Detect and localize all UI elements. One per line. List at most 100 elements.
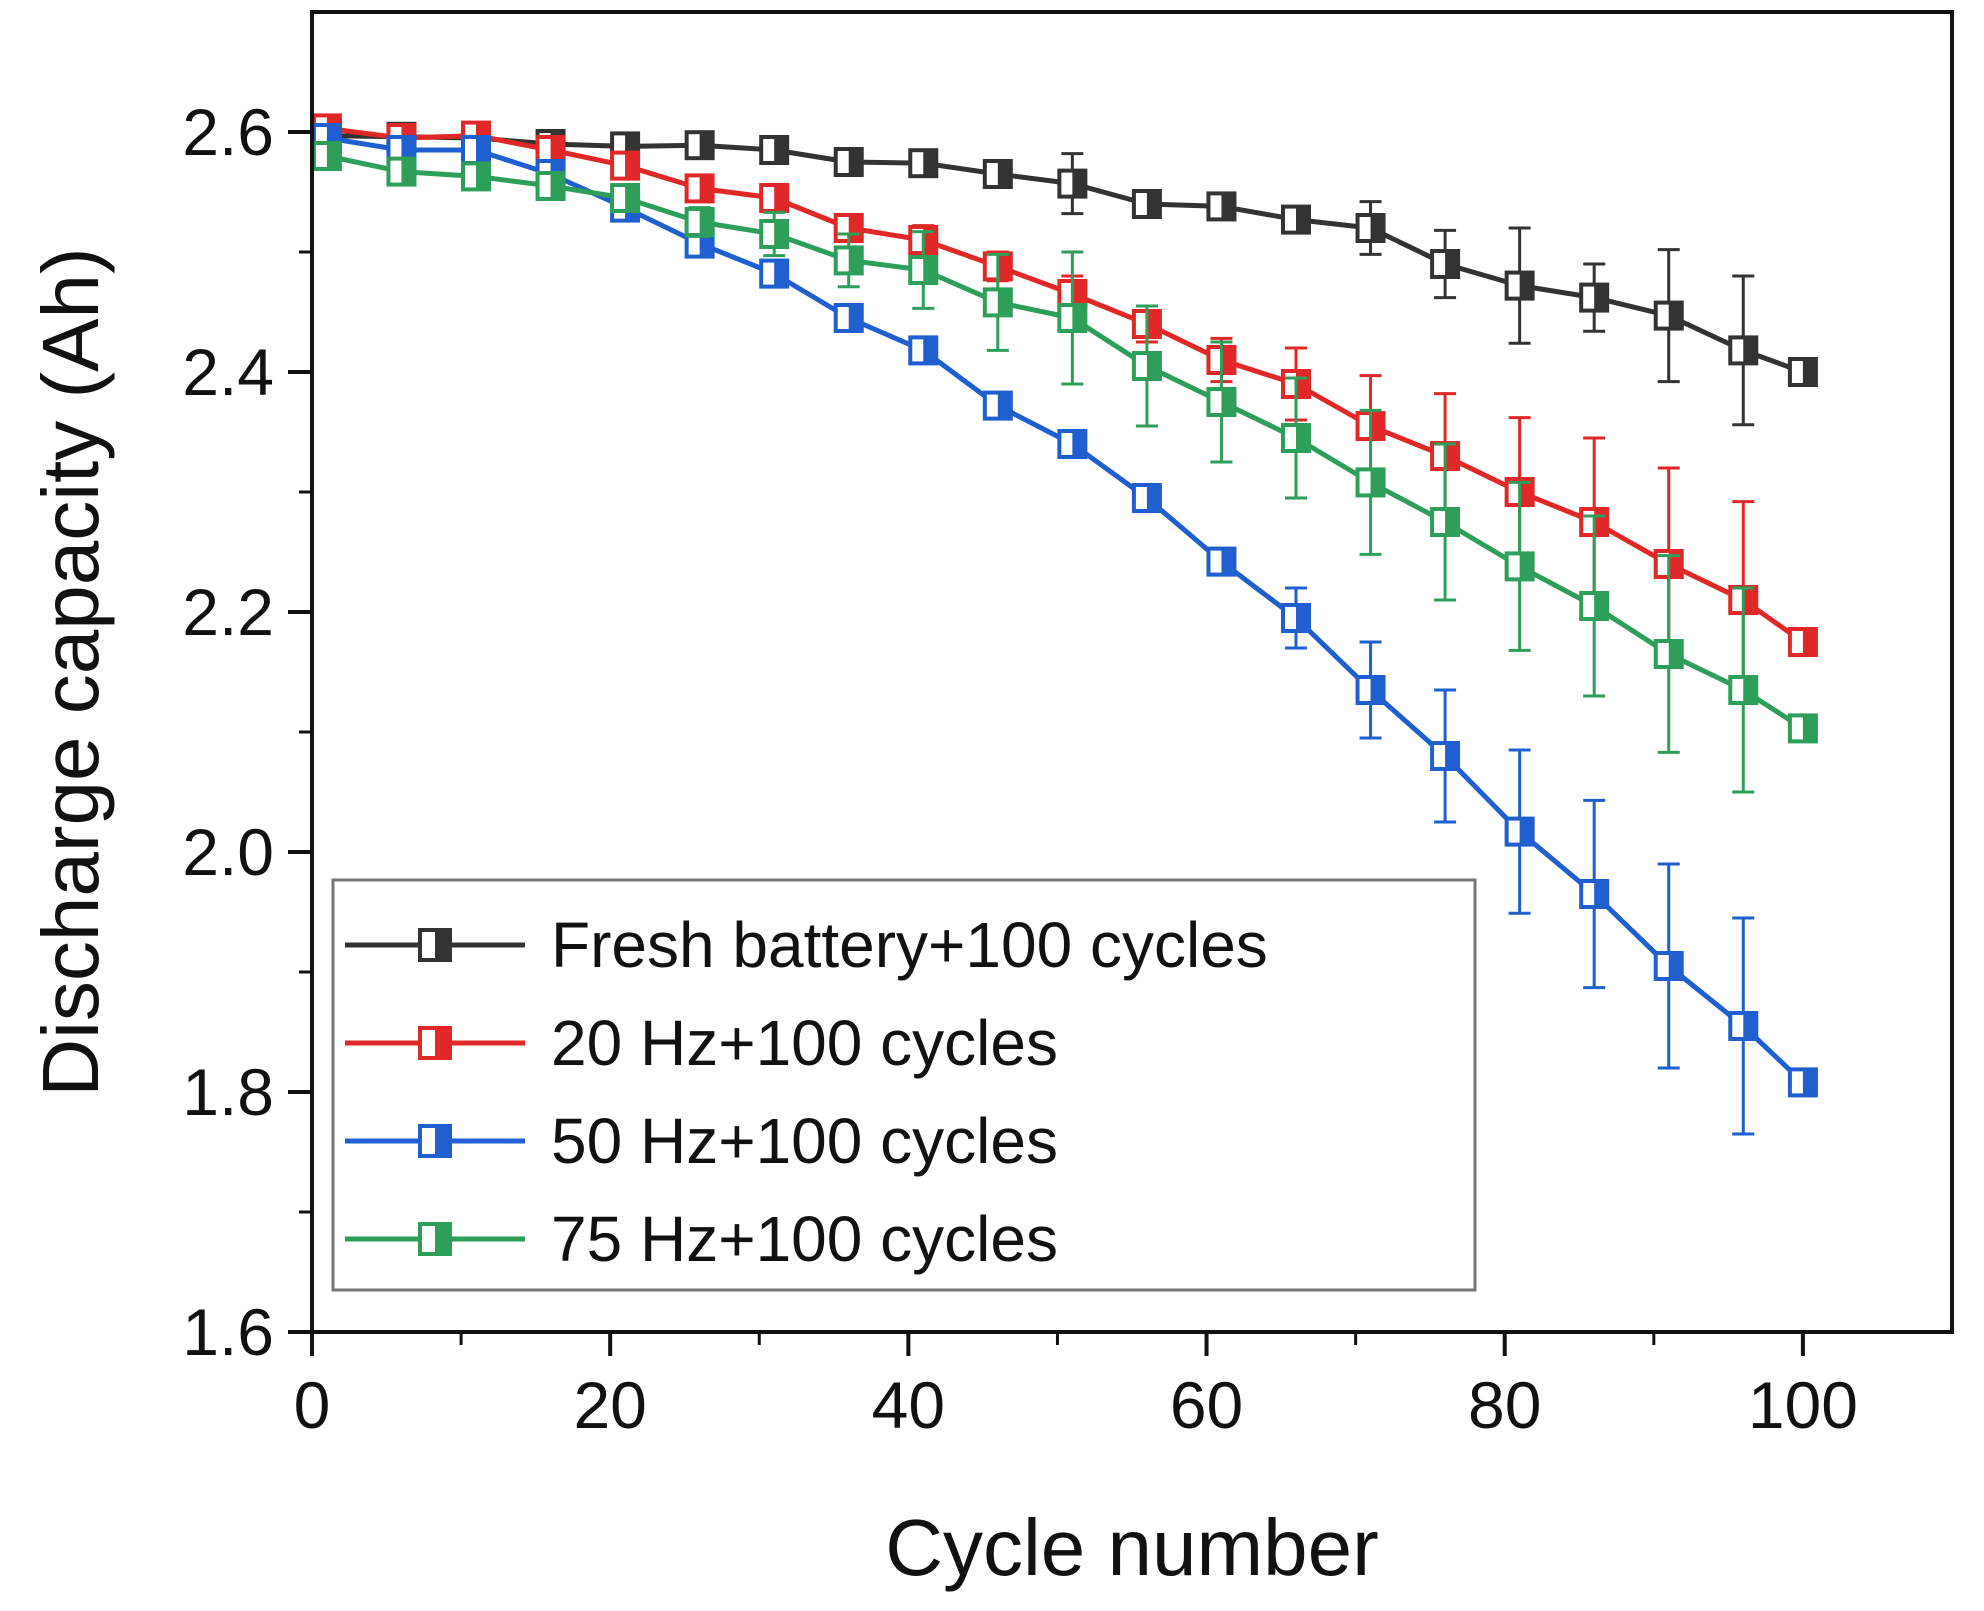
data-point bbox=[833, 245, 864, 276]
marker-fill bbox=[401, 158, 415, 185]
data-point bbox=[1057, 303, 1088, 333]
marker-fill bbox=[435, 1224, 450, 1254]
data-point bbox=[982, 159, 1013, 189]
legend-label: 50 Hz+100 cycles bbox=[551, 1105, 1058, 1177]
marker-fill bbox=[923, 227, 937, 253]
data-point bbox=[1787, 1067, 1818, 1098]
data-point bbox=[759, 135, 790, 165]
marker-fill bbox=[848, 215, 862, 241]
data-point bbox=[684, 173, 715, 204]
data-point bbox=[461, 161, 491, 192]
x-tick-label: 60 bbox=[1170, 1368, 1243, 1442]
data-point bbox=[1653, 951, 1684, 981]
marker-fill bbox=[1743, 1013, 1757, 1039]
data-point bbox=[759, 258, 790, 289]
data-point bbox=[1206, 546, 1237, 577]
data-point bbox=[535, 171, 566, 201]
data-point bbox=[982, 390, 1013, 421]
marker-fill bbox=[848, 247, 862, 274]
data-point bbox=[1131, 189, 1162, 219]
marker-fill bbox=[1668, 302, 1682, 329]
data-point bbox=[1728, 675, 1759, 705]
marker-fill bbox=[550, 173, 564, 199]
marker-fill bbox=[1519, 553, 1533, 580]
marker-fill bbox=[699, 209, 713, 235]
series-0 bbox=[311, 120, 1818, 427]
marker-fill bbox=[1594, 593, 1608, 619]
data-point bbox=[1355, 675, 1386, 705]
marker-fill bbox=[1146, 485, 1160, 511]
legend-label: 20 Hz+100 cycles bbox=[551, 1007, 1058, 1079]
legend-item: Fresh battery+100 cycles bbox=[345, 909, 1268, 981]
data-point bbox=[1504, 270, 1535, 301]
axes-layer: 0 20 40 60 80 100 1.6 1.8 2.0 2.2 2.4 2.6 bbox=[182, 95, 1858, 1442]
marker-fill bbox=[1221, 548, 1235, 575]
data-point bbox=[908, 255, 939, 285]
data-point bbox=[1787, 357, 1818, 387]
marker-fill bbox=[1445, 443, 1459, 469]
marker-fill bbox=[1296, 605, 1309, 631]
data-point bbox=[759, 219, 790, 249]
marker-fill bbox=[1370, 677, 1384, 703]
x-tick-label: 100 bbox=[1748, 1368, 1858, 1442]
data-point bbox=[1728, 1011, 1759, 1041]
marker-fill bbox=[326, 143, 340, 169]
marker-fill bbox=[1802, 359, 1816, 385]
data-point bbox=[1057, 429, 1088, 459]
data-point bbox=[1430, 507, 1461, 537]
marker-fill bbox=[1221, 347, 1235, 373]
data-point bbox=[982, 287, 1013, 318]
data-point bbox=[1206, 191, 1237, 222]
legend-item: 20 Hz+100 cycles bbox=[345, 1007, 1058, 1079]
marker-fill bbox=[1743, 677, 1757, 703]
marker-fill bbox=[1802, 629, 1816, 655]
marker-fill bbox=[1594, 509, 1608, 535]
y-tick-label: 2.4 bbox=[182, 335, 274, 409]
data-point bbox=[759, 183, 790, 213]
y-tick-label: 2.0 bbox=[182, 815, 274, 889]
marker-fill bbox=[1072, 281, 1086, 307]
marker-fill bbox=[1743, 337, 1757, 364]
data-point bbox=[1281, 204, 1311, 235]
marker-fill bbox=[997, 289, 1011, 316]
legend-items: Fresh battery+100 cycles 20 Hz+100 cycles… bbox=[345, 909, 1268, 1275]
x-tick-label: 80 bbox=[1468, 1368, 1541, 1442]
data-point bbox=[1281, 423, 1311, 453]
marker-fill bbox=[1146, 311, 1160, 337]
x-tick-label: 0 bbox=[294, 1368, 331, 1442]
data-point bbox=[1131, 483, 1162, 513]
data-point bbox=[1579, 282, 1610, 313]
marker-fill bbox=[435, 930, 450, 960]
data-point bbox=[1430, 249, 1461, 279]
marker-fill bbox=[1668, 641, 1682, 667]
x-axis-title: Cycle number bbox=[885, 1503, 1379, 1592]
marker-fill bbox=[1445, 251, 1459, 277]
y-tick-label: 1.8 bbox=[182, 1055, 274, 1129]
marker-fill bbox=[997, 161, 1011, 187]
marker-fill bbox=[699, 132, 713, 159]
marker-fill bbox=[1370, 413, 1384, 439]
marker-fill bbox=[848, 305, 862, 331]
data-point bbox=[1355, 467, 1386, 498]
marker-fill bbox=[774, 185, 788, 211]
marker-fill bbox=[435, 1126, 450, 1156]
data-point bbox=[1653, 300, 1684, 331]
legend-label: 75 Hz+100 cycles bbox=[551, 1203, 1058, 1275]
marker-fill bbox=[435, 1028, 450, 1058]
marker-fill bbox=[1519, 479, 1533, 505]
marker-fill bbox=[1146, 353, 1160, 379]
data-point bbox=[386, 156, 417, 187]
marker-fill bbox=[774, 221, 788, 247]
data-point bbox=[908, 335, 939, 366]
marker-fill bbox=[1802, 1069, 1816, 1096]
y-tick-label: 2.2 bbox=[182, 575, 274, 649]
data-point bbox=[1787, 627, 1818, 657]
marker-fill bbox=[923, 257, 937, 283]
marker-fill bbox=[1370, 215, 1384, 241]
data-point bbox=[610, 183, 641, 213]
data-point bbox=[1579, 879, 1610, 909]
marker-fill bbox=[1146, 191, 1160, 217]
legend-item: 50 Hz+100 cycles bbox=[345, 1105, 1058, 1177]
y-tick-label: 2.6 bbox=[182, 95, 274, 169]
marker-fill bbox=[1072, 305, 1086, 331]
